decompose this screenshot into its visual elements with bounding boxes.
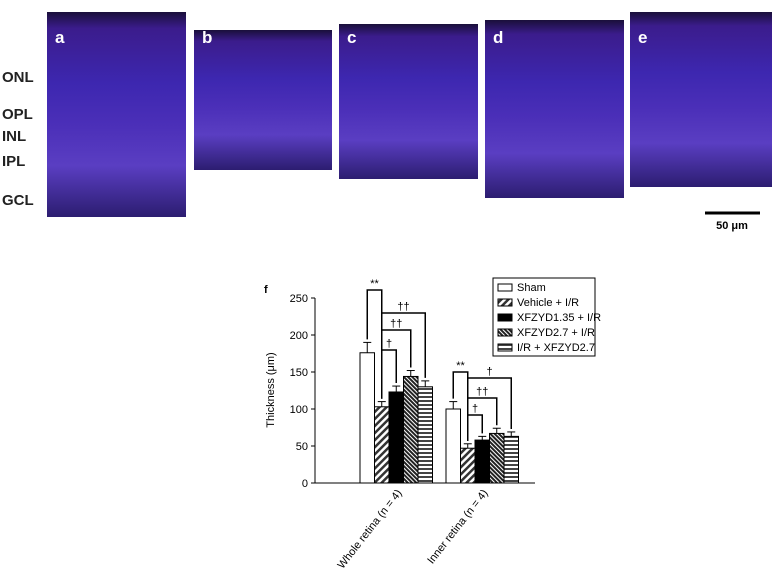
x-tick-label: Inner retina (n = 4): [425, 487, 490, 566]
legend-swatch: [497, 313, 513, 322]
panel-label: e: [638, 28, 648, 47]
panel-label: b: [202, 28, 213, 47]
bar: [388, 391, 404, 484]
scale-bar-label: 50 μm: [716, 220, 748, 232]
bar: [445, 408, 461, 484]
significance-label: †: [472, 403, 478, 415]
panel-label: f: [264, 284, 268, 296]
y-tick-label: 250: [290, 293, 308, 305]
tissue: [47, 12, 186, 217]
legend-label: XFZYD2.7 + I/R: [517, 327, 595, 339]
legend-label: I/R + XFZYD2.7: [517, 342, 595, 354]
significance-label: **: [456, 360, 465, 372]
significance-label: †: [386, 338, 392, 350]
y-axis-label: Thickness (μm): [265, 352, 277, 427]
significance-label: †: [486, 366, 492, 378]
retina-photo: d: [485, 12, 624, 248]
retina-photo: b: [194, 12, 332, 248]
retina-photo: c: [339, 12, 478, 248]
tissue: [630, 12, 772, 187]
significance-label: ††: [397, 301, 409, 313]
legend-swatch: [497, 343, 513, 352]
tissue: [194, 30, 332, 170]
bar: [417, 386, 433, 484]
bar: [359, 352, 375, 484]
retina-photo: a: [47, 12, 186, 248]
bar: [460, 447, 476, 484]
panel-label: a: [55, 28, 65, 47]
bar: [474, 439, 490, 484]
retina-photo: e: [630, 12, 772, 248]
x-tick-label: Whole retina (n = 4): [335, 487, 404, 568]
legend-swatch: [497, 283, 513, 292]
significance-label: ††: [476, 386, 488, 398]
bar: [374, 406, 390, 484]
panel-label: d: [493, 28, 504, 47]
legend-label: XFZYD1.35 + I/R: [517, 312, 601, 324]
legend-label: Sham: [517, 282, 546, 294]
layer-label: ONL: [2, 69, 34, 86]
significance-label: **: [370, 278, 379, 290]
tissue: [339, 24, 478, 179]
tissue: [485, 20, 624, 198]
significance-bracket: [467, 377, 512, 441]
legend-swatch: [497, 298, 513, 307]
significance-bracket: [381, 349, 397, 399]
y-tick-label: 150: [290, 367, 308, 379]
y-tick-label: 50: [296, 441, 308, 453]
bar: [503, 435, 519, 484]
panel-label: c: [347, 28, 357, 47]
bar: [489, 432, 505, 484]
layer-label: OPL: [2, 106, 33, 123]
significance-label: ††: [390, 318, 402, 330]
legend-label: Vehicle + I/R: [517, 297, 579, 309]
significance-bracket: [467, 414, 483, 441]
significance-bracket: [381, 312, 426, 399]
y-tick-label: 200: [290, 330, 308, 342]
layer-label: GCL: [2, 192, 34, 209]
layer-label: IPL: [2, 153, 26, 170]
bar: [403, 375, 419, 484]
y-tick-label: 100: [290, 404, 308, 416]
layer-label: INL: [2, 128, 27, 145]
legend-swatch: [497, 328, 513, 337]
y-tick-label: 0: [302, 478, 308, 490]
